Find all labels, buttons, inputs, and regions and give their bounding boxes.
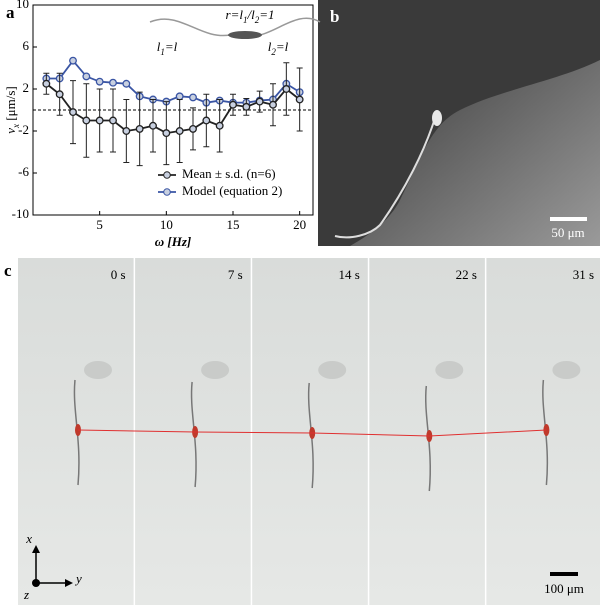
sperm-tail [334, 117, 436, 239]
series-line [46, 59, 301, 104]
data-point [69, 108, 77, 117]
legend-label: Model (equation 2) [182, 183, 282, 198]
time-label: 22 s [456, 267, 477, 282]
x-axis-label: ω [Hz] [155, 234, 191, 249]
y-tick-label: 2 [23, 80, 30, 95]
panel-label: a [6, 3, 15, 22]
frame [369, 258, 485, 605]
inset-label: l2=l [268, 39, 289, 57]
data-point [255, 97, 264, 106]
data-point [175, 92, 184, 101]
data-point [82, 116, 91, 125]
text-piece: l [268, 39, 272, 54]
frame [486, 258, 600, 605]
blur [552, 361, 581, 379]
blur [84, 361, 112, 379]
y-tick-label: -6 [18, 164, 29, 179]
data-point [55, 90, 64, 99]
data-point [95, 77, 104, 86]
data-point [122, 79, 131, 88]
y-axis-label: vx [μm/s] [3, 86, 21, 133]
data-point [295, 95, 304, 104]
subscript: 1 [160, 47, 165, 57]
x-tick-label: 15 [227, 217, 240, 232]
blur [435, 361, 464, 379]
scale-bar-label: 100 μm [544, 581, 584, 596]
inset-label: l1=l [157, 39, 178, 57]
arrow-head [65, 579, 73, 587]
axis-label: x [25, 531, 32, 546]
data-point [109, 78, 117, 87]
x-tick-label: 5 [96, 217, 103, 232]
text-piece: /l [246, 7, 255, 22]
text-piece: r=l [226, 7, 244, 22]
x-tick-label: 10 [160, 217, 173, 232]
text-piece: v [3, 128, 18, 134]
text-piece: =l [165, 39, 178, 54]
data-point [269, 100, 277, 109]
subscript: 2 [271, 47, 276, 57]
inset-label: r=l1/l2=1 [226, 7, 275, 25]
panel-c: 0 s 7 s 14 s 22 s 31 s x y z 100 μm [0, 258, 600, 605]
panel-label: b [330, 7, 339, 26]
data-point [282, 85, 291, 93]
time-label: 31 s [573, 267, 594, 282]
y-tick-label: 10 [16, 0, 29, 11]
panel-label: c [4, 261, 12, 280]
scale-bar [550, 217, 587, 221]
inset-sperm-tail [149, 17, 321, 37]
data-point [42, 79, 51, 88]
data-point [149, 121, 157, 130]
blur [318, 361, 347, 379]
text-piece: =l [276, 39, 289, 54]
data-point [202, 116, 211, 125]
time-label: 7 s [228, 267, 243, 282]
data-point [175, 127, 184, 135]
subscript: 2 [255, 15, 260, 25]
data-point [122, 127, 131, 135]
data-point [82, 72, 91, 81]
y-tick-label: -10 [12, 206, 29, 221]
arrow-head [32, 545, 40, 553]
text-piece: [μm/s] [3, 86, 18, 124]
data-point [95, 116, 104, 125]
data-point [189, 124, 197, 133]
subscript: 1 [243, 15, 248, 25]
data-point [109, 116, 117, 125]
sem-shadow [318, 0, 600, 246]
text-piece: =1 [259, 7, 274, 22]
data-point [229, 100, 237, 109]
time-label: 14 s [338, 267, 359, 282]
data-point [242, 102, 251, 111]
subscript: x [11, 124, 21, 129]
y-tick-label: 6 [23, 38, 30, 53]
y-tick-label: -2 [18, 122, 29, 137]
inset-sperm-head [228, 31, 262, 39]
x-tick-label: 20 [293, 217, 306, 232]
data-point [189, 93, 197, 102]
sperm-head [432, 110, 442, 126]
legend-marker [163, 171, 171, 179]
data-point [135, 124, 144, 133]
data-point [162, 129, 171, 138]
scale-bar-label: 50 μm [551, 225, 584, 240]
time-label: 0 s [111, 267, 126, 282]
track [77, 429, 547, 437]
data-point [69, 56, 77, 65]
scale-bar [550, 572, 578, 576]
axis-origin [32, 579, 40, 587]
legend-marker [163, 188, 171, 196]
text-piece: l [157, 39, 161, 54]
axis-label: z [23, 587, 29, 602]
data-point [215, 121, 224, 130]
blur [201, 361, 230, 379]
legend-label: Mean ± s.d. (n=6) [182, 166, 276, 181]
axis-label: y [74, 571, 82, 586]
